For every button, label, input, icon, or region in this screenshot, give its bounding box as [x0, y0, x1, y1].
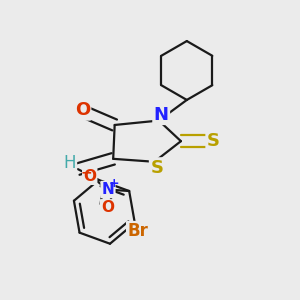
Text: S: S	[150, 159, 163, 177]
Text: O: O	[101, 200, 114, 215]
Text: H: H	[63, 154, 76, 172]
Text: N: N	[102, 182, 114, 197]
Text: O: O	[83, 169, 96, 184]
Text: +: +	[109, 177, 119, 190]
Text: S: S	[207, 132, 220, 150]
Text: Br: Br	[127, 222, 148, 240]
Text: N: N	[154, 106, 169, 124]
Text: O: O	[75, 101, 90, 119]
Text: −: −	[80, 166, 92, 179]
